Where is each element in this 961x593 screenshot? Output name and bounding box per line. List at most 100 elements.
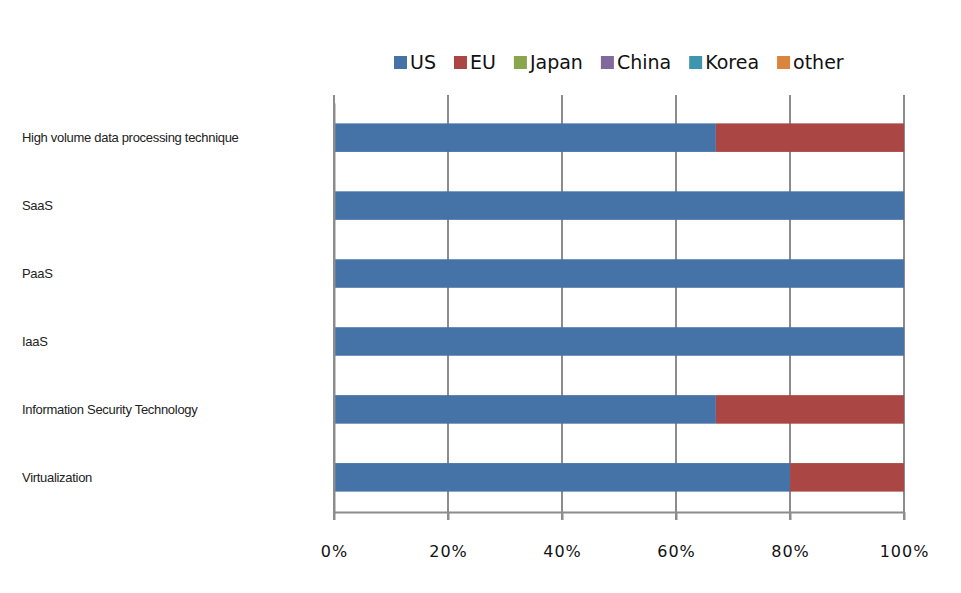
tick-mark — [562, 512, 564, 520]
legend-item: China — [601, 51, 671, 73]
category-label: SaaS — [22, 198, 53, 213]
tick: 40% — [543, 512, 582, 561]
bar-segment — [904, 259, 905, 288]
series — [716, 123, 904, 491]
grid-line — [903, 95, 905, 520]
tick-mark — [676, 512, 678, 520]
tick-label: 20% — [429, 542, 468, 561]
bar-segment — [904, 191, 905, 220]
bar-segment — [904, 191, 905, 220]
tick-mark — [790, 512, 792, 520]
bar-segment — [904, 463, 905, 492]
bar-segment — [334, 463, 790, 492]
grid-line — [561, 95, 563, 520]
grid-line — [675, 95, 677, 520]
tick-mark — [904, 512, 906, 520]
bar-segment — [334, 327, 904, 356]
bar-segment — [904, 463, 905, 492]
tick: 100% — [880, 512, 930, 561]
bar-segment — [716, 123, 904, 152]
legend-item: Japan — [514, 51, 583, 73]
bar-segment — [904, 123, 905, 152]
legend-swatch — [689, 56, 702, 69]
bar-segment — [334, 395, 716, 424]
tick-mark — [789, 95, 791, 103]
legend-label: other — [793, 51, 844, 73]
tick: Information Security Technology — [22, 402, 334, 417]
bar-segment — [904, 259, 905, 288]
tick-mark — [903, 95, 905, 103]
x-axis: 0%20%40%60%80%100% — [321, 512, 930, 561]
bar-segment — [716, 395, 904, 424]
tick-label: 100% — [880, 542, 930, 561]
legend-item: EU — [454, 51, 496, 73]
bars — [334, 123, 904, 491]
tick-mark — [561, 95, 563, 103]
bar-segment — [904, 327, 905, 356]
tick-mark — [333, 95, 335, 103]
legend-label: EU — [470, 51, 496, 73]
category-label: Information Security Technology — [22, 402, 198, 417]
legend: US EU Japan China Korea other — [394, 51, 844, 73]
tick: PaaS — [22, 266, 334, 281]
bar-segment — [904, 259, 905, 288]
legend-swatch — [777, 56, 790, 69]
legend-item: other — [777, 51, 844, 73]
tick-mark — [334, 512, 336, 520]
bar-segment — [904, 123, 905, 152]
bar-segment — [904, 327, 905, 356]
bar-segment — [334, 259, 904, 288]
bar-segment — [904, 395, 905, 424]
axis-line — [334, 104, 336, 513]
bar-segment — [904, 191, 905, 220]
bar-segment — [334, 123, 716, 152]
bar-segment — [904, 123, 905, 152]
legend-item: Korea — [689, 51, 759, 73]
legend-label: China — [617, 51, 671, 73]
tick-label: 80% — [771, 542, 810, 561]
grid — [334, 95, 904, 520]
series — [334, 123, 904, 491]
bar-segment — [790, 463, 904, 492]
grid-line — [447, 95, 449, 520]
tick-mark — [447, 95, 449, 103]
grid-line — [789, 95, 791, 520]
tick: IaaS — [22, 334, 334, 349]
tick: Virtualization — [22, 470, 334, 485]
bar-segment — [904, 259, 905, 288]
tick-mark — [448, 512, 450, 520]
bar-segment — [904, 395, 905, 424]
bar-segment — [904, 395, 905, 424]
tick: SaaS — [22, 198, 334, 213]
tick-label: 60% — [657, 542, 696, 561]
category-label: Virtualization — [22, 470, 92, 485]
category-label: High volume data processing technique — [22, 130, 239, 145]
tick: 20% — [429, 512, 468, 561]
legend-label: Japan — [529, 51, 583, 73]
axis-line — [335, 512, 905, 514]
tick-label: 40% — [543, 542, 582, 561]
tick: High volume data processing technique — [22, 130, 334, 145]
legend-item: US — [394, 51, 436, 73]
bar-segment — [904, 327, 905, 356]
grid-line — [333, 95, 335, 520]
tick-mark — [675, 95, 677, 103]
bar-segment — [904, 463, 905, 492]
bar-segment — [904, 327, 905, 356]
y-axis: High volume data processing technique Saa… — [22, 104, 335, 513]
legend-swatch — [454, 56, 467, 69]
tick: 60% — [657, 512, 696, 561]
bar-segment — [334, 191, 904, 220]
bar-segment — [904, 123, 905, 152]
bar-segment — [904, 327, 905, 356]
bar-segment — [904, 191, 905, 220]
legend-label: US — [410, 51, 436, 73]
category-label: IaaS — [22, 334, 48, 349]
legend-label: Korea — [705, 51, 759, 73]
category-label: PaaS — [22, 266, 53, 281]
bar-segment — [904, 463, 905, 492]
bar-segment — [904, 395, 905, 424]
bar-segment — [904, 259, 905, 288]
bar-segment — [904, 191, 905, 220]
legend-swatch — [601, 56, 614, 69]
